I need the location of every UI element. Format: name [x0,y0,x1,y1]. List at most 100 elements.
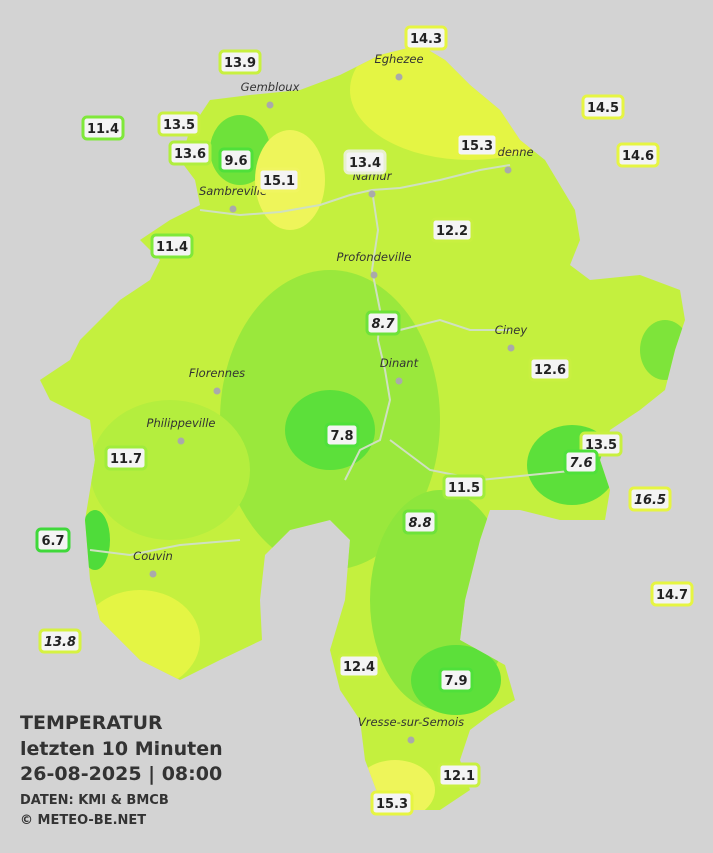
station: 11.7 [104,445,148,471]
city-dot [266,101,274,109]
station-box [168,140,212,166]
station-box [218,49,262,75]
station-value: 14.7 [656,588,688,603]
station: 15.3 [455,132,499,158]
station: 12.4 [337,653,381,679]
station-box [528,356,572,382]
city-name: Vresse-sur-Semois [358,715,464,729]
station-box [402,509,438,535]
station-box [337,653,381,679]
station: 13.4 [343,149,387,175]
station-box [365,310,401,336]
station: 9.6 [218,147,254,173]
station-value: 9.6 [224,154,247,169]
city-dot [504,166,512,174]
station-box [150,233,194,259]
station-box [218,147,254,173]
city-dot [213,387,221,395]
station: 14.5 [581,94,625,120]
station-value: 11.4 [87,122,119,137]
header-source: DATEN: KMI & BMCB [20,793,169,808]
station: 12.6 [528,356,572,382]
station: 13.8 [38,628,82,654]
station-value: 7.8 [330,429,353,444]
station-box [442,474,486,500]
station: 11.4 [81,115,125,141]
city-name: Profondeville [337,250,412,264]
station-box [438,667,474,693]
station-value: 15.1 [263,174,295,189]
city-dot [149,570,157,578]
station-box [563,449,599,475]
city-name: Florennes [189,366,245,380]
station-value: 13.6 [174,147,206,162]
station-value: 11.5 [448,481,480,496]
rivers [89,164,581,557]
station-value: 11.4 [156,240,188,255]
station: 11.4 [150,233,194,259]
station-box [581,94,625,120]
station-value: 8.7 [371,317,395,332]
city-name: Sambreville [199,184,267,198]
station-box [628,486,672,512]
city-dot [395,377,403,385]
station: 12.1 [437,762,481,788]
station-value: 12.4 [343,660,375,675]
station: 13.9 [218,49,262,75]
station-box [104,445,148,471]
city-name: Dinant [380,356,419,370]
station: 7.9 [438,667,474,693]
station: 12.2 [430,217,474,243]
station: 11.5 [442,474,486,500]
city-dot [229,205,237,213]
station-value: 12.6 [534,363,566,378]
station-value: 13.5 [585,438,617,453]
city-name: Gembloux [241,80,300,94]
station-value: 7.6 [569,456,592,471]
station-value: 14.5 [587,101,619,116]
station-value: 14.6 [622,149,654,164]
station-box [404,25,448,51]
station-value: 14.3 [410,32,442,47]
station-value: 15.3 [376,797,408,812]
station-value: 13.5 [163,118,195,133]
city-name: Philippeville [147,416,216,430]
station-box [343,149,387,175]
station-value: 8.8 [408,516,431,531]
station-box [616,142,660,168]
station-value: 13.4 [349,156,381,171]
station: 14.7 [650,581,694,607]
station-value: 16.5 [634,493,666,508]
station-value: 13.9 [224,56,256,71]
header-title: TEMPERATUR [20,712,163,734]
station: 14.6 [616,142,660,168]
city-name: Couvin [133,549,173,563]
station-box [157,111,201,137]
station: 7.6 [563,449,599,475]
station-value: 12.2 [436,224,468,239]
station-box [324,422,360,448]
station-value: 7.9 [444,674,467,689]
station-value: 15.3 [461,139,493,154]
station-value: 6.7 [41,534,64,549]
header-copyright: © METEO-BE.NET [20,813,146,828]
city-dot [507,344,515,352]
station-value: 12.1 [443,769,475,784]
station: 13.5 [157,111,201,137]
city-dot [370,271,378,279]
city-dot [395,73,403,81]
header-datetime: 26-08-2025 | 08:00 [20,763,222,785]
header-subtitle: letzten 10 Minuten [20,738,223,760]
station-box [437,762,481,788]
station-box [35,527,71,553]
station: 14.3 [404,25,448,51]
station: 13.6 [168,140,212,166]
city-dot [407,736,415,744]
station-box [650,581,694,607]
station: 8.8 [402,509,438,535]
station-box [81,115,125,141]
station-value: 13.8 [44,635,76,650]
station: 16.5 [628,486,672,512]
city-name: Eghezee [374,52,423,66]
